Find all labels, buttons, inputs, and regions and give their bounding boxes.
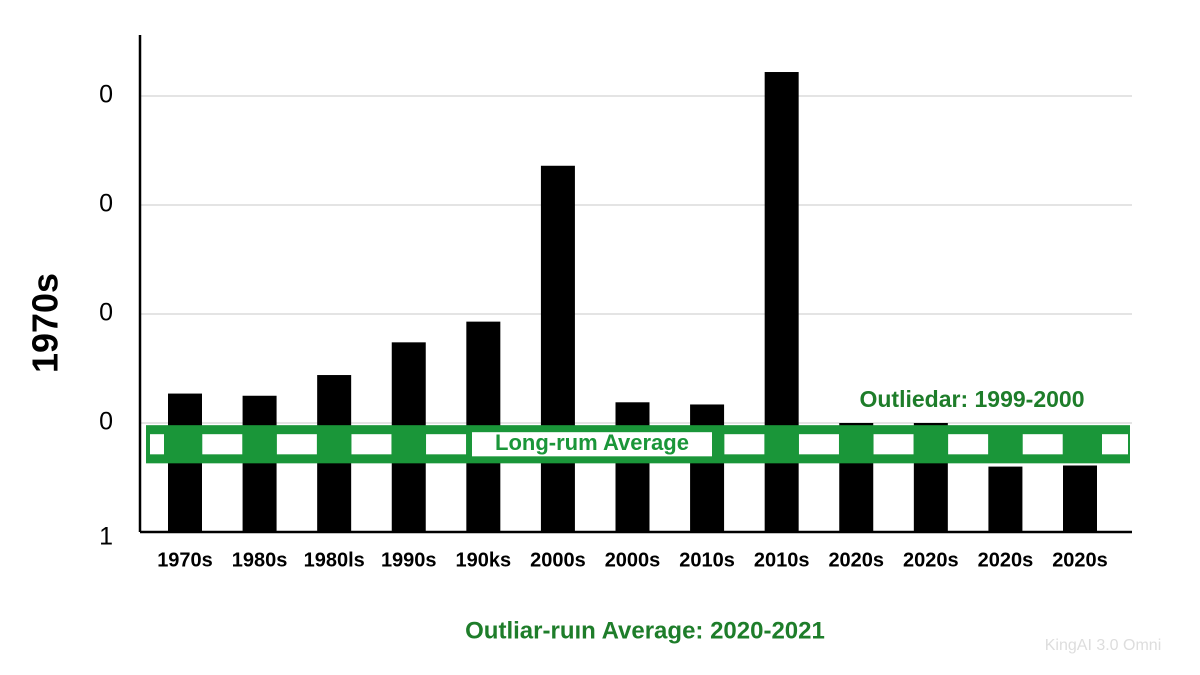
- x-tick-label: 2010s: [754, 549, 810, 571]
- watermark: KingAI 3.0 Omni: [1045, 637, 1162, 654]
- bar: [615, 402, 650, 532]
- x-tick-label: 2020s: [828, 549, 884, 571]
- x-tick-label: 2020s: [1052, 549, 1108, 571]
- band-gap: [1102, 434, 1128, 455]
- x-tick-label: 2010s: [679, 549, 735, 571]
- band-gap: [150, 434, 164, 455]
- band-gap: [351, 434, 392, 455]
- bar: [242, 395, 277, 532]
- y-tick-label: 1: [99, 523, 113, 551]
- band-label-box: [472, 432, 712, 457]
- band-gap: [276, 434, 317, 455]
- y-tick-label: 0: [99, 190, 113, 218]
- x-tick-label: 2000s: [530, 549, 586, 571]
- x-tick-label: 1970s: [157, 549, 213, 571]
- bar: [1063, 465, 1097, 532]
- bar: [690, 404, 725, 532]
- bar: [540, 165, 575, 532]
- x-tick-label: 1990s: [381, 549, 437, 571]
- band-label: Long-rum Average: [495, 430, 689, 455]
- x-tick-label: 2020s: [903, 549, 959, 571]
- band-gap: [724, 434, 765, 455]
- x-tick-label: 1980s: [232, 549, 288, 571]
- y-tick-label: 0: [99, 408, 113, 436]
- annotation: Outliar-ruın Average: 2020-2021: [465, 617, 825, 644]
- band-gap: [798, 434, 839, 455]
- x-tick-label: 2000s: [605, 549, 661, 571]
- band-gap: [948, 434, 989, 455]
- band-gap: [873, 434, 914, 455]
- x-tick-label: 190ks: [456, 549, 512, 571]
- annotation: Outliedar: 1999-2000: [859, 386, 1084, 412]
- band-gap: [426, 434, 467, 455]
- y-axis-label: 1970s: [25, 273, 66, 373]
- bar: [988, 466, 1023, 532]
- y-tick-label: 0: [99, 299, 113, 327]
- band-gap: [1022, 434, 1063, 455]
- x-tick-label: 2020s: [978, 549, 1034, 571]
- x-tick-label: 1980ls: [304, 549, 365, 571]
- band-gap: [202, 434, 243, 455]
- y-tick-label: 0: [99, 81, 113, 109]
